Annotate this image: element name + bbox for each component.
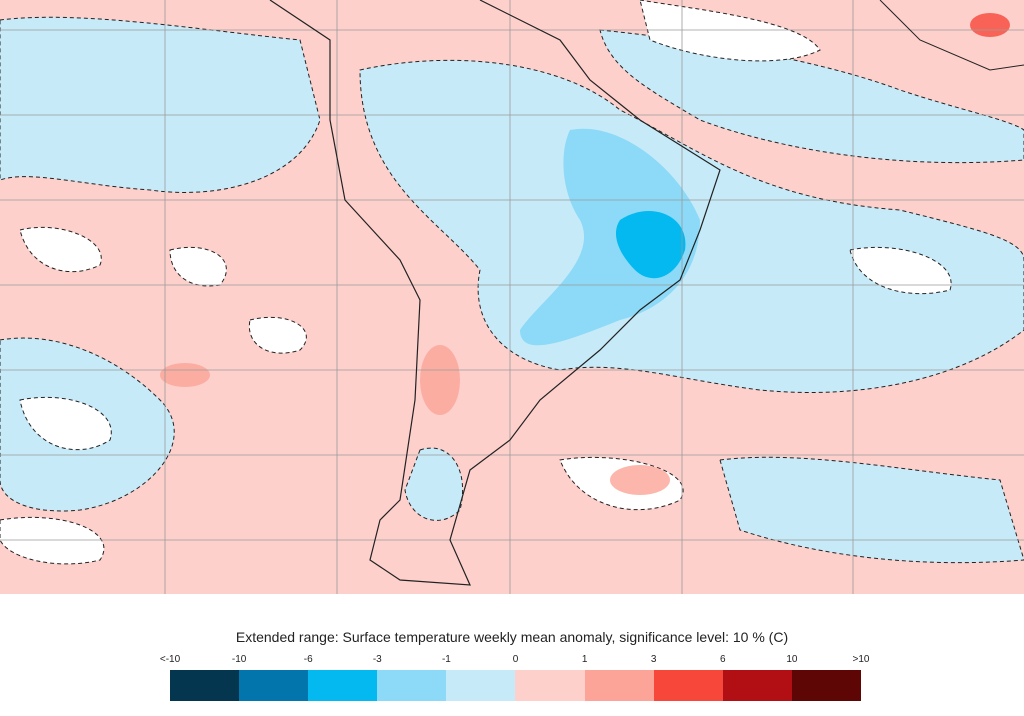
legend-swatch bbox=[584, 670, 654, 701]
grid-lines bbox=[0, 0, 1024, 594]
legend-tick: 10 bbox=[786, 654, 798, 665]
legend-swatch bbox=[377, 670, 447, 701]
legend-tick: -10 bbox=[231, 654, 247, 665]
legend-tick: -1 bbox=[441, 654, 451, 665]
legend-swatch bbox=[791, 670, 861, 701]
legend-tick: -6 bbox=[303, 654, 313, 665]
legend-swatch bbox=[722, 670, 792, 701]
legend-swatch bbox=[515, 670, 585, 701]
legend-tick: >10 bbox=[852, 654, 870, 665]
legend-swatch bbox=[170, 670, 240, 701]
legend-swatch bbox=[308, 670, 378, 701]
legend-tick: 6 bbox=[720, 654, 726, 665]
legend-swatch bbox=[446, 670, 516, 701]
legend-tick: <-10 bbox=[159, 654, 181, 665]
anomaly-map bbox=[0, 0, 1024, 594]
south-america-coastline bbox=[269, 0, 721, 586]
legend-tick: -3 bbox=[372, 654, 382, 665]
legend-tick: 1 bbox=[581, 654, 588, 665]
warm-anomaly-patches bbox=[160, 13, 1010, 495]
legend-tick: 3 bbox=[650, 654, 657, 665]
legend-title: Extended range: Surface temperature week… bbox=[235, 629, 789, 645]
legend-swatch bbox=[653, 670, 723, 701]
strong-cold-anomaly bbox=[520, 128, 700, 346]
color-legend: <-10 -10 -6 -3 -1 0 1 3 6 10 >10 bbox=[160, 654, 869, 701]
legend-swatch bbox=[239, 670, 309, 701]
africa-coastline bbox=[879, 0, 1024, 71]
legend-tick: 0 bbox=[512, 654, 519, 665]
legend-colorbar bbox=[170, 670, 861, 701]
